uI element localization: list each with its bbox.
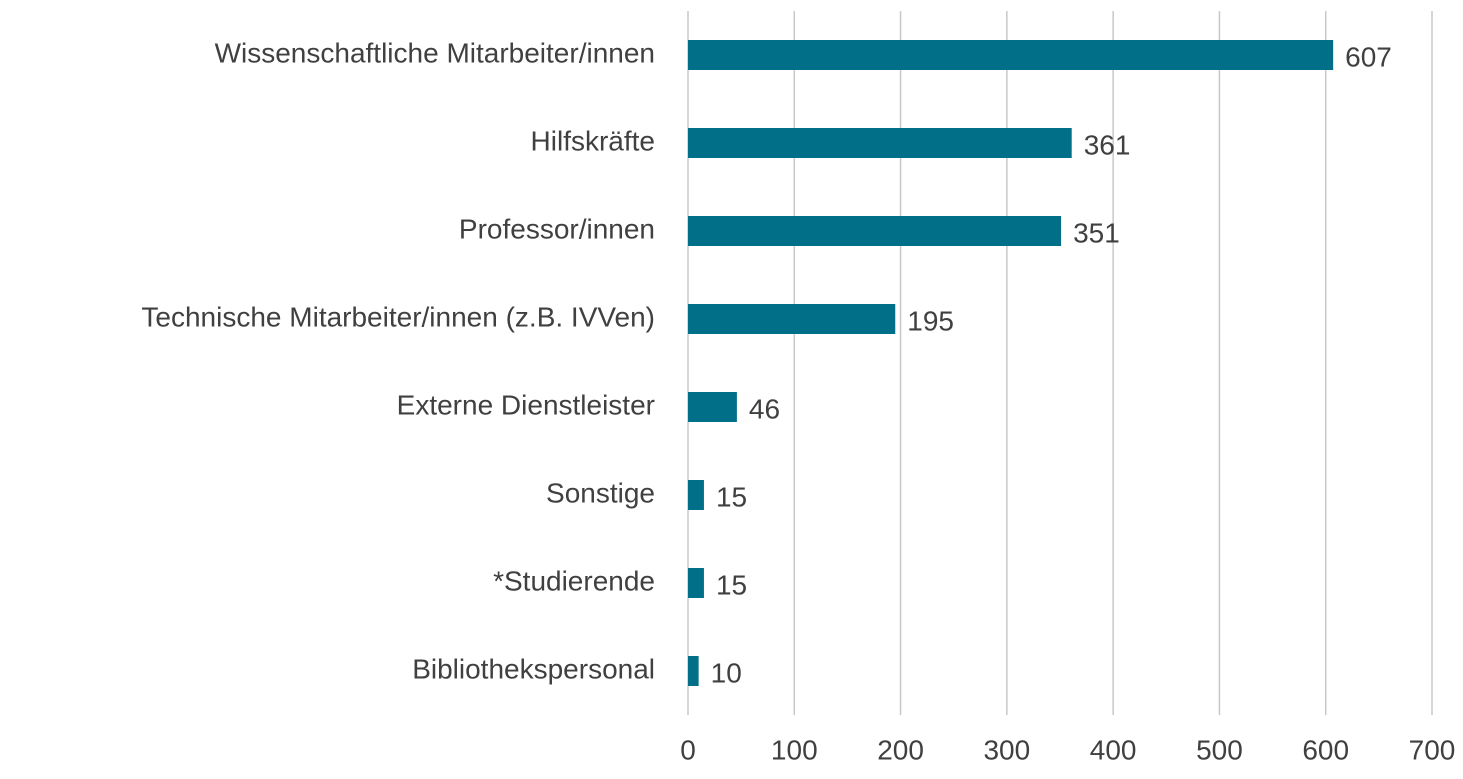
- data-label: 10: [711, 657, 742, 688]
- data-label: 46: [749, 393, 780, 424]
- y-tick-label: Externe Dienstleister: [397, 389, 655, 420]
- y-tick-label: Bibliothekspersonal: [412, 653, 655, 684]
- data-label: 351: [1073, 217, 1120, 248]
- data-label: 15: [716, 481, 747, 512]
- x-tick-label: 600: [1302, 734, 1349, 765]
- x-tick-label: 500: [1196, 734, 1243, 765]
- y-tick-label: Sonstige: [546, 477, 655, 508]
- bar: [688, 656, 699, 686]
- x-tick-label: 0: [680, 734, 696, 765]
- x-tick-label: 100: [771, 734, 818, 765]
- data-label: 15: [716, 569, 747, 600]
- x-tick-label: 200: [877, 734, 924, 765]
- x-tick-label: 400: [1090, 734, 1137, 765]
- y-tick-label: Professor/innen: [459, 213, 655, 244]
- bar: [688, 392, 737, 422]
- y-tick-label: Technische Mitarbeiter/innen (z.B. IVVen…: [141, 301, 655, 332]
- bar: [688, 128, 1072, 158]
- data-label: 607: [1345, 41, 1392, 72]
- x-tick-label: 700: [1409, 734, 1456, 765]
- bar: [688, 40, 1334, 70]
- y-tick-label: Hilfskräfte: [531, 125, 655, 156]
- bar: [688, 304, 896, 334]
- y-tick-label: *Studierende: [493, 565, 655, 596]
- bar: [688, 568, 704, 598]
- bar: [688, 216, 1062, 246]
- data-label: 361: [1084, 129, 1131, 160]
- data-label: 195: [907, 305, 954, 336]
- y-tick-label: Wissenschaftliche Mitarbeiter/innen: [215, 37, 655, 68]
- x-tick-label: 300: [983, 734, 1030, 765]
- bar: [688, 480, 704, 510]
